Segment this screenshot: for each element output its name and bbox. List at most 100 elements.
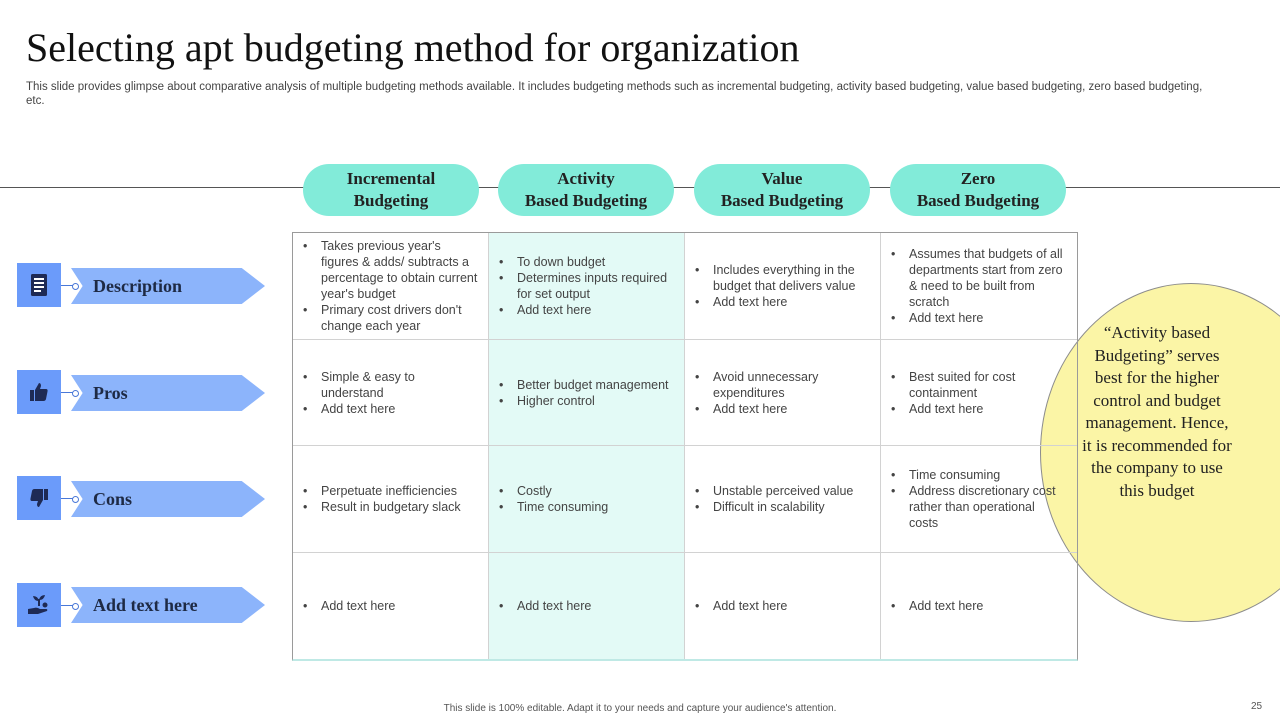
hand-plant-icon bbox=[17, 583, 61, 627]
table-cell: Assumes that budgets of all departments … bbox=[881, 233, 1076, 339]
bullet-list: Perpetuate inefficienciesResult in budge… bbox=[301, 483, 461, 515]
table-cell: Includes everything in the budget that d… bbox=[685, 233, 880, 339]
thumbs-down-icon-glyph bbox=[30, 489, 48, 507]
table-row-divider bbox=[293, 445, 1077, 446]
column-header-label: Zero Based Budgeting bbox=[916, 169, 1040, 210]
bullet-item: Add text here bbox=[693, 294, 870, 310]
bullet-item: To down budget bbox=[497, 254, 674, 270]
thumbs-down-icon bbox=[17, 476, 61, 520]
bullet-list: Assumes that budgets of all departments … bbox=[889, 246, 1066, 326]
table-column-divider bbox=[880, 233, 881, 659]
table-cell: Add text here bbox=[685, 553, 880, 659]
bullet-list: Unstable perceived valueDifficult in sca… bbox=[693, 483, 853, 515]
column-header-zero: Zero Based Budgeting bbox=[890, 164, 1066, 216]
bullet-item: Add text here bbox=[889, 598, 983, 614]
table-cell: Time consumingAddress discretionary cost… bbox=[881, 446, 1076, 552]
bullet-list: Avoid unnecessary expendituresAdd text h… bbox=[693, 369, 870, 417]
page-number: 25 bbox=[1251, 701, 1263, 712]
bullet-item: Address discretionary cost rather than o… bbox=[889, 483, 1066, 531]
slide-subtitle: This slide provides glimpse about compar… bbox=[26, 81, 1203, 107]
hand-plant-icon-glyph bbox=[28, 595, 48, 614]
table-cell: Add text here bbox=[489, 553, 684, 659]
bullet-item: Best suited for cost containment bbox=[889, 369, 1066, 401]
bullet-item: Add text here bbox=[497, 302, 674, 318]
recommendation-callout-circle bbox=[1040, 283, 1280, 622]
bullet-item: Add text here bbox=[889, 310, 1066, 326]
bullet-list: Add text here bbox=[497, 598, 591, 614]
column-header-label: Value Based Budgeting bbox=[720, 169, 844, 210]
bullet-item: Primary cost drivers don't change each y… bbox=[301, 302, 478, 334]
bullet-list: Takes previous year's figures & adds/ su… bbox=[301, 238, 478, 334]
thumbs-up-icon-glyph bbox=[30, 383, 48, 401]
bullet-item: Avoid unnecessary expenditures bbox=[693, 369, 870, 401]
table-cell: Add text here bbox=[293, 553, 488, 659]
bullet-item: Add text here bbox=[693, 401, 870, 417]
row-label-extra: Add text here bbox=[71, 587, 265, 623]
row-label-text: Cons bbox=[93, 488, 133, 509]
comparison-table bbox=[292, 232, 1078, 661]
bullet-list: Simple & easy to understandAdd text here bbox=[301, 369, 478, 417]
table-column-divider bbox=[684, 233, 685, 659]
bullet-list: Includes everything in the budget that d… bbox=[693, 262, 870, 310]
row-connector bbox=[61, 496, 79, 503]
table-row-divider bbox=[293, 339, 1077, 340]
table-cell: Better budget managementHigher control bbox=[489, 340, 684, 446]
table-cell: Perpetuate inefficienciesResult in budge… bbox=[293, 446, 488, 552]
row-label-pros: Pros bbox=[71, 375, 265, 411]
document-icon-glyph bbox=[31, 274, 47, 296]
bullet-item: Unstable perceived value bbox=[693, 483, 853, 499]
row-label-cons: Cons bbox=[71, 481, 265, 517]
footer-note: This slide is 100% editable. Adapt it to… bbox=[443, 703, 837, 714]
bullet-list: CostlyTime consuming bbox=[497, 483, 608, 515]
table-cell: CostlyTime consuming bbox=[489, 446, 684, 552]
bullet-item: Time consuming bbox=[889, 467, 1066, 483]
table-row-divider bbox=[293, 552, 1077, 553]
row-label-text: Add text here bbox=[93, 594, 198, 615]
column-header-value: Value Based Budgeting bbox=[694, 164, 870, 216]
bullet-item: Add text here bbox=[301, 598, 395, 614]
bullet-item: Simple & easy to understand bbox=[301, 369, 478, 401]
row-label-text: Description bbox=[93, 275, 182, 296]
bullet-item: Perpetuate inefficiencies bbox=[301, 483, 461, 499]
table-cell: Unstable perceived valueDifficult in sca… bbox=[685, 446, 880, 552]
bullet-list: Add text here bbox=[889, 598, 983, 614]
column-header-incremental: Incremental Budgeting bbox=[303, 164, 479, 216]
bullet-list: Best suited for cost containmentAdd text… bbox=[889, 369, 1066, 417]
bullet-list: Time consumingAddress discretionary cost… bbox=[889, 467, 1066, 531]
table-cell: Avoid unnecessary expendituresAdd text h… bbox=[685, 340, 880, 446]
table-cell: To down budgetDetermines inputs required… bbox=[489, 233, 684, 339]
recommendation-callout-text: “Activity based Budgeting” serves best f… bbox=[1082, 323, 1232, 500]
row-label-text: Pros bbox=[93, 382, 128, 403]
row-connector bbox=[61, 390, 79, 397]
bullet-item: Higher control bbox=[497, 393, 669, 409]
bullet-item: Add text here bbox=[693, 598, 787, 614]
bullet-item: Assumes that budgets of all departments … bbox=[889, 246, 1066, 310]
table-cell: Simple & easy to understandAdd text here bbox=[293, 340, 488, 446]
row-connector bbox=[61, 603, 79, 610]
bullet-item: Add text here bbox=[301, 401, 478, 417]
bullet-item: Costly bbox=[497, 483, 608, 499]
bullet-item: Add text here bbox=[497, 598, 591, 614]
slide-title: Selecting apt budgeting method for organ… bbox=[26, 25, 800, 70]
row-label-description: Description bbox=[71, 268, 265, 304]
row-connector bbox=[61, 283, 79, 290]
column-header-label: Activity Based Budgeting bbox=[524, 169, 648, 210]
bullet-list: To down budgetDetermines inputs required… bbox=[497, 254, 674, 318]
table-cell: Add text here bbox=[881, 553, 1076, 659]
bullet-item: Result in budgetary slack bbox=[301, 499, 461, 515]
bullet-item: Takes previous year's figures & adds/ su… bbox=[301, 238, 478, 302]
table-cell: Takes previous year's figures & adds/ su… bbox=[293, 233, 488, 339]
bullet-list: Add text here bbox=[301, 598, 395, 614]
bullet-item: Add text here bbox=[889, 401, 1066, 417]
column-header-label: Incremental Budgeting bbox=[346, 169, 436, 210]
document-icon bbox=[17, 263, 61, 307]
bullet-item: Difficult in scalability bbox=[693, 499, 853, 515]
column-header-activity: Activity Based Budgeting bbox=[498, 164, 674, 216]
bullet-item: Time consuming bbox=[497, 499, 608, 515]
bullet-list: Better budget managementHigher control bbox=[497, 377, 669, 409]
bullet-list: Add text here bbox=[693, 598, 787, 614]
bullet-item: Better budget management bbox=[497, 377, 669, 393]
thumbs-up-icon bbox=[17, 370, 61, 414]
bullet-item: Includes everything in the budget that d… bbox=[693, 262, 870, 294]
table-cell: Best suited for cost containmentAdd text… bbox=[881, 340, 1076, 446]
